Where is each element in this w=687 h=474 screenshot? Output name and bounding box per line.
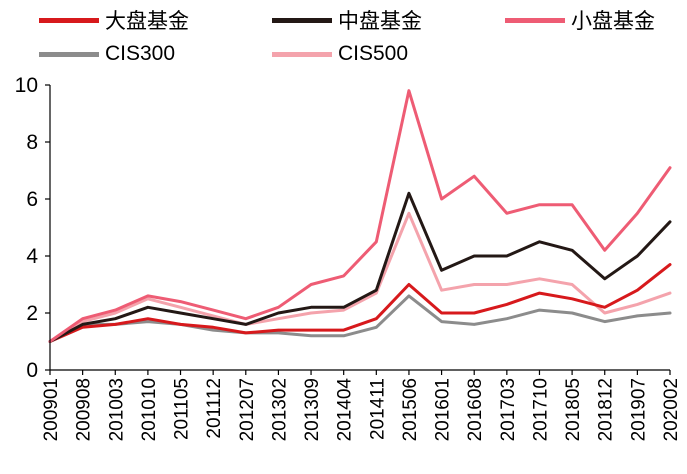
y-tick-label: 2 (26, 302, 38, 325)
legend-label-large-cap: 大盘基金 (105, 10, 189, 33)
series-line-2 (48, 89, 672, 343)
legend-swatch-small-cap (505, 17, 565, 23)
x-tick-label: 201411 (367, 378, 388, 440)
axis-layer: 0 2 4 6 8 10 200901 200908 201003 201010 201105 201… (15, 74, 682, 441)
x-tick-label: 200908 (74, 378, 95, 441)
y-tick-label: 6 (26, 188, 38, 211)
x-tick-label: 201601 (433, 378, 454, 441)
x-tick-label: 201112 (204, 378, 225, 439)
series-layer (48, 89, 672, 343)
y-tick-label: 8 (26, 131, 38, 154)
x-tick-label: 201105 (172, 378, 193, 440)
legend-item-small-cap: 小盘基金 (505, 8, 655, 33)
x-tick-label: 201907 (628, 378, 649, 441)
x-tick-label: 201703 (498, 378, 519, 441)
legend-label-cis300: CIS300 (105, 42, 176, 65)
x-tick-label: 201404 (335, 378, 356, 442)
x-tick-label: 201302 (269, 378, 290, 441)
y-tick-label: 10 (15, 74, 38, 97)
legend-label-small-cap: 小盘基金 (571, 10, 655, 33)
x-tick-label: 201207 (237, 378, 258, 441)
x-tick-label: 201309 (302, 378, 323, 441)
x-tick-label: 201812 (596, 378, 617, 441)
legend-item-cis500: CIS500 (272, 42, 408, 66)
x-tick-label: 201506 (400, 378, 421, 441)
series-line-4 (48, 211, 672, 343)
y-tick-label: 4 (26, 245, 38, 268)
series-line-0 (48, 263, 672, 343)
x-tick-label: 201003 (106, 378, 127, 441)
series-line-1 (48, 191, 672, 343)
legend-item-mid-cap: 中盘基金 (272, 8, 422, 33)
legend-label-cis500: CIS500 (338, 42, 409, 65)
x-tick-label: 201010 (139, 378, 160, 441)
x-tick-label: 202002 (661, 378, 682, 441)
legend-label-mid-cap: 中盘基金 (338, 10, 422, 33)
y-tick-label: 0 (26, 359, 38, 382)
x-tick-label: 201608 (465, 378, 486, 441)
legend-item-cis300: CIS300 (39, 42, 175, 66)
series-line-3 (48, 294, 672, 343)
x-tick-label: 201805 (563, 378, 584, 441)
x-tick-label: 200901 (41, 378, 62, 441)
legend-swatch-large-cap (39, 17, 99, 23)
legend-item-large-cap: 大盘基金 (39, 8, 189, 33)
legend-swatch-cis300 (39, 51, 99, 57)
legend-swatch-mid-cap (272, 17, 332, 23)
legend-swatch-cis500 (272, 51, 332, 57)
x-tick-label: 201710 (530, 378, 551, 441)
